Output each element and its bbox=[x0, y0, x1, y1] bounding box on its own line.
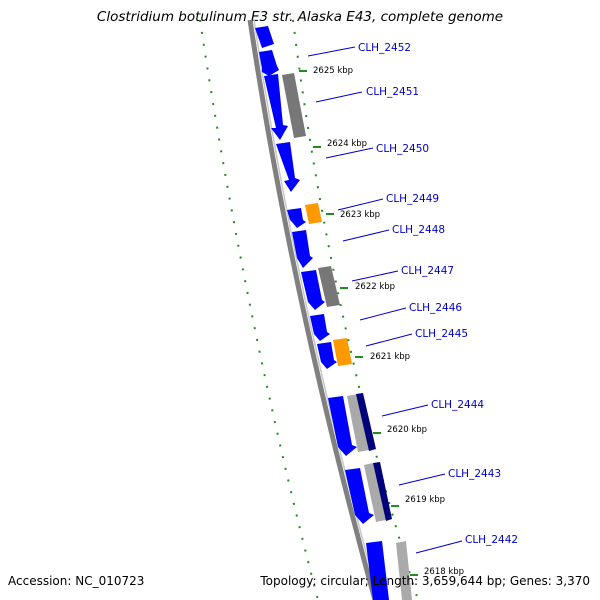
gray-feature-block bbox=[373, 462, 392, 521]
gene-label-clh-2450[interactable]: CLH_2450 bbox=[376, 143, 429, 155]
leader-line bbox=[325, 147, 374, 159]
accession-text: Accession: NC_010723 bbox=[8, 574, 145, 588]
map-title: Clostridium botulinum E3 str. Alaska E43… bbox=[96, 9, 504, 25]
inner-guide-arc bbox=[292, 19, 419, 600]
cds-arrow bbox=[259, 50, 279, 76]
gray-feature-block bbox=[318, 266, 340, 307]
leader-line bbox=[342, 229, 390, 242]
leader-line bbox=[359, 307, 407, 321]
genome-summary-text: Topology: circular; Length: 3,659,644 bp… bbox=[260, 574, 590, 588]
cds-arrow bbox=[328, 396, 357, 456]
tick-label: 2621 kbp bbox=[370, 352, 410, 362]
cds-arrows[interactable] bbox=[255, 26, 389, 600]
leader-line bbox=[337, 198, 384, 211]
gray-feature-block bbox=[356, 393, 376, 451]
gray-features bbox=[282, 73, 412, 600]
tick-marks bbox=[299, 70, 418, 576]
tick-label: 2620 kbp bbox=[387, 425, 427, 435]
tick-label: 2624 kbp bbox=[327, 139, 367, 149]
tick-mark bbox=[373, 432, 381, 434]
gene-label-clh-2443[interactable]: CLH_2443 bbox=[448, 468, 501, 480]
tick-mark bbox=[340, 287, 348, 289]
cds-arrow bbox=[287, 208, 306, 228]
gray-feature-block bbox=[396, 541, 412, 600]
tick-mark bbox=[299, 70, 307, 72]
tick-label: 2618 kbp bbox=[424, 567, 464, 577]
gene-label-clh-2447[interactable]: CLH_2447 bbox=[401, 265, 454, 277]
orange-feature-block bbox=[305, 203, 322, 224]
leader-line bbox=[381, 404, 429, 417]
orange-features bbox=[305, 203, 352, 366]
gene-label-clh-2445[interactable]: CLH_2445 bbox=[415, 328, 468, 340]
tick-label: 2622 kbp bbox=[355, 282, 395, 292]
gene-label-clh-2444[interactable]: CLH_2444 bbox=[431, 399, 484, 411]
gene-label-clh-2442[interactable]: CLH_2442 bbox=[465, 534, 518, 546]
leader-line bbox=[351, 270, 399, 282]
cds-arrow bbox=[317, 342, 337, 369]
gene-label-clh-2452[interactable]: CLH_2452 bbox=[358, 42, 411, 54]
cds-arrow bbox=[366, 541, 389, 600]
genome-backbone bbox=[247, 19, 378, 600]
cds-arrow bbox=[310, 314, 330, 341]
leader-line bbox=[415, 540, 463, 554]
tick-label: 2623 kbp bbox=[340, 210, 380, 220]
gene-labels[interactable]: CLH_2452 CLH_2451 CLH_2450 CLH_2449 CLH_… bbox=[358, 42, 518, 546]
leader-line bbox=[307, 46, 356, 57]
gene-label-clh-2451[interactable]: CLH_2451 bbox=[366, 86, 419, 98]
cds-arrow bbox=[301, 270, 325, 310]
orange-feature-block bbox=[333, 338, 352, 366]
gene-label-clh-2446[interactable]: CLH_2446 bbox=[409, 302, 462, 314]
gray-feature-block bbox=[364, 463, 386, 522]
gene-label-clh-2448[interactable]: CLH_2448 bbox=[392, 224, 445, 236]
gray-feature-block bbox=[347, 394, 369, 452]
tick-mark bbox=[355, 356, 363, 358]
tick-labels: 2625 kbp 2624 kbp 2623 kbp 2622 kbp 2621… bbox=[313, 66, 464, 577]
tick-mark bbox=[391, 505, 399, 507]
cds-arrow bbox=[345, 468, 374, 524]
leader-line bbox=[398, 473, 446, 486]
tick-mark bbox=[313, 146, 321, 148]
leader-line bbox=[315, 91, 363, 103]
cds-arrow bbox=[264, 74, 288, 140]
cds-arrow bbox=[276, 142, 300, 192]
leader-line bbox=[365, 333, 413, 347]
cds-arrow bbox=[292, 230, 313, 268]
gene-leader-lines bbox=[307, 46, 463, 554]
outer-guide-arc bbox=[199, 19, 319, 600]
gene-label-clh-2449[interactable]: CLH_2449 bbox=[386, 193, 439, 205]
tick-label: 2619 kbp bbox=[405, 495, 445, 505]
cds-arrow bbox=[255, 26, 274, 48]
tick-mark bbox=[410, 574, 418, 576]
tick-mark bbox=[326, 213, 334, 215]
tick-label: 2625 kbp bbox=[313, 66, 353, 76]
gray-feature-block bbox=[282, 73, 306, 138]
